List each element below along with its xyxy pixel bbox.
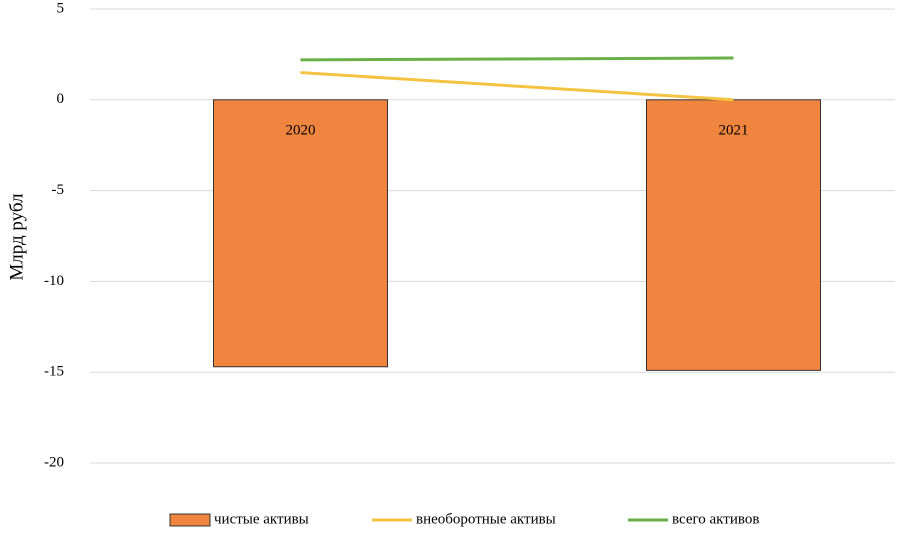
y-tick-label: 5 [57,0,65,16]
y-tick-label: -5 [52,182,65,198]
y-tick-label: -20 [44,454,64,470]
line [300,56,734,62]
legend-label: чистые активы [214,511,309,527]
y-tick-label: 0 [57,91,65,107]
y-axis-label: Млрд рубл [6,193,27,281]
legend-label: внеоборотные активы [416,511,556,527]
legend-swatch [169,513,211,527]
bar [213,99,388,368]
category-label: 2021 [719,122,749,138]
category-label: 2020 [286,122,316,138]
legend-label: всего активов [672,511,759,527]
bar [646,99,821,371]
y-tick-label: -15 [44,364,64,380]
y-tick-label: -10 [44,273,64,289]
line [300,71,734,102]
